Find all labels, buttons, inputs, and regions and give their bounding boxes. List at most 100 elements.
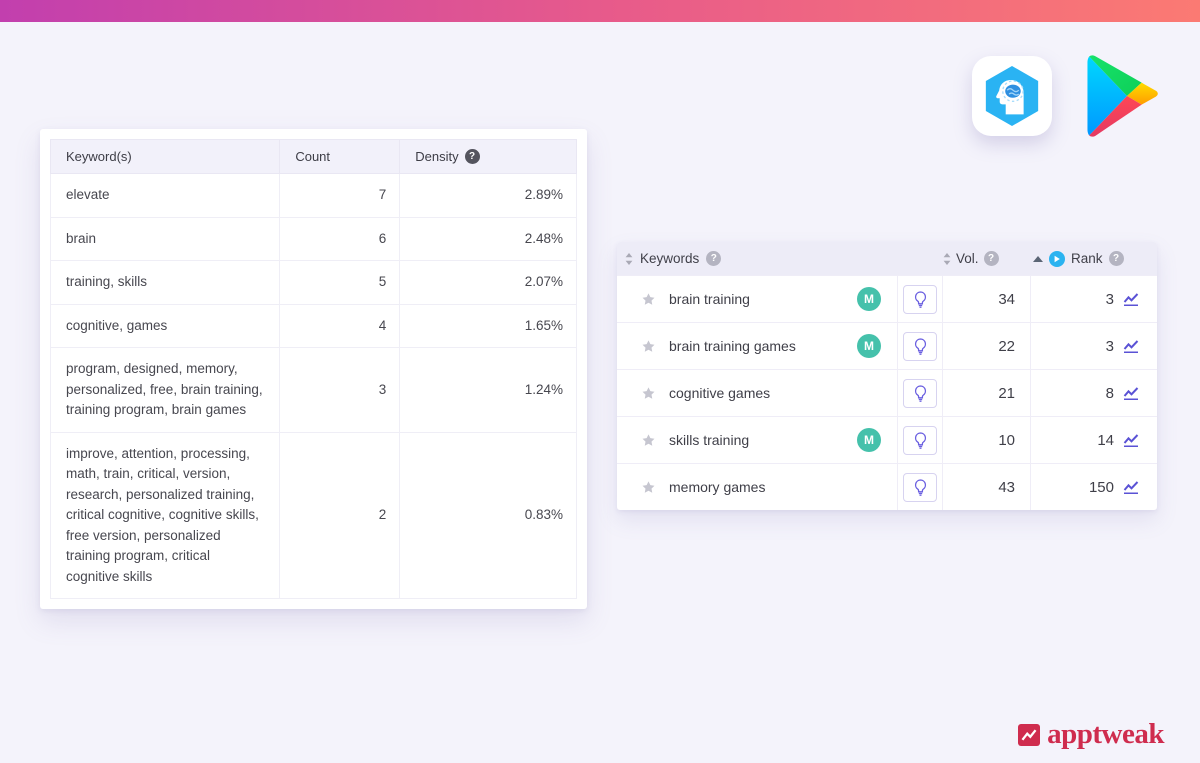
keyword-label: memory games: [669, 479, 766, 495]
volume-value: 10: [943, 417, 1031, 463]
rank-value: 3: [1105, 337, 1114, 355]
suggestion-button[interactable]: [903, 425, 937, 455]
lightbulb-icon: [914, 290, 926, 308]
suggestion-cell: [897, 464, 943, 510]
sort-arrows-icon[interactable]: [625, 252, 633, 265]
density-cell: 2.89%: [399, 173, 577, 218]
table-row: elevate 7 2.89%: [49, 173, 577, 218]
rank-value: 3: [1105, 290, 1114, 308]
rank-history-chart-icon[interactable]: [1123, 480, 1139, 494]
rank-value: 8: [1105, 384, 1114, 402]
table-row: brain training M 34 3: [617, 275, 1157, 322]
keyword-rank-card: Keywords ? Vol. ? Rank ? brain training …: [617, 242, 1157, 510]
column-header-rank[interactable]: Rank ?: [1031, 250, 1157, 267]
column-header-count: Count: [279, 139, 401, 174]
volume-value: 34: [943, 276, 1031, 322]
keyword-cell: cognitive, games: [49, 303, 281, 349]
star-icon[interactable]: [641, 339, 656, 354]
help-icon[interactable]: ?: [1108, 251, 1124, 266]
table-row: cognitive, games 4 1.65%: [49, 303, 577, 349]
table-row: improve, attention, processing, math, tr…: [49, 431, 577, 600]
column-header-volume[interactable]: Vol. ?: [943, 251, 1031, 266]
column-header-keywords: Keyword(s): [49, 139, 281, 174]
rank-value: 150: [1088, 478, 1114, 496]
count-cell: 3: [279, 347, 401, 433]
elevate-app-icon: [972, 56, 1052, 136]
keyword-cell: memory games: [617, 464, 897, 510]
table-row: memory games 43 150: [617, 463, 1157, 510]
suggestion-button[interactable]: [903, 331, 937, 361]
count-cell: 7: [279, 173, 401, 218]
apptweak-logo: apptweak: [1018, 720, 1164, 749]
suggestion-cell: [897, 370, 943, 416]
suggestion-button[interactable]: [903, 284, 937, 314]
help-icon[interactable]: ?: [706, 251, 722, 266]
density-cell: 1.24%: [399, 347, 577, 433]
rank-cell: 3: [1031, 323, 1157, 369]
sort-arrows-icon[interactable]: [943, 252, 951, 265]
table-row: skills training M 10 14: [617, 416, 1157, 463]
rank-cell: 8: [1031, 370, 1157, 416]
table-row: brain training games M 22 3: [617, 322, 1157, 369]
density-cell: 0.83%: [399, 431, 577, 600]
column-header-keywords[interactable]: Keywords ?: [617, 251, 897, 266]
rank-history-chart-icon[interactable]: [1123, 433, 1139, 447]
suggestion-cell: [897, 417, 943, 463]
table-row: brain 6 2.48%: [49, 216, 577, 262]
apptweak-chart-icon: [1018, 723, 1041, 746]
density-cell: 1.65%: [399, 303, 577, 349]
google-play-mini-icon: [1049, 250, 1065, 267]
volume-value: 22: [943, 323, 1031, 369]
volume-value: 43: [943, 464, 1031, 510]
volume-value: 21: [943, 370, 1031, 416]
keyword-label: skills training: [669, 432, 750, 448]
table-header-row: Keyword(s) Count Density ?: [49, 139, 577, 174]
count-cell: 5: [279, 260, 401, 305]
rank-cell: 14: [1031, 417, 1157, 463]
keyword-density-card: Keyword(s) Count Density ? elevate 7 2.8…: [40, 129, 587, 610]
keyword-cell: program, designed, memory, personalized,…: [49, 347, 281, 433]
rank-cell: 150: [1031, 464, 1157, 510]
lightbulb-icon: [914, 384, 926, 402]
m-badge: M: [857, 287, 881, 311]
star-icon[interactable]: [641, 480, 656, 495]
keyword-cell: training, skills: [49, 260, 281, 305]
count-cell: 4: [279, 303, 401, 349]
keyword-cell: improve, attention, processing, math, tr…: [49, 431, 281, 600]
density-cell: 2.07%: [399, 260, 577, 305]
suggestion-cell: [897, 323, 943, 369]
table-row: program, designed, memory, personalized,…: [49, 347, 577, 433]
column-header-density: Density ?: [399, 139, 577, 174]
table-row: cognitive games 21 8: [617, 369, 1157, 416]
star-icon[interactable]: [641, 386, 656, 401]
keyword-label: brain training: [669, 291, 750, 307]
google-play-icon: [1082, 53, 1160, 139]
density-cell: 2.48%: [399, 216, 577, 262]
count-cell: 2: [279, 431, 401, 600]
table-header-row: Keywords ? Vol. ? Rank ?: [617, 242, 1157, 275]
caret-up-icon[interactable]: [1033, 255, 1043, 262]
keyword-label: brain training games: [669, 338, 796, 354]
apptweak-wordmark: apptweak: [1047, 718, 1164, 750]
suggestion-button[interactable]: [903, 378, 937, 408]
m-badge: M: [857, 334, 881, 358]
keyword-label: cognitive games: [669, 385, 771, 401]
keyword-density-table: Keyword(s) Count Density ? elevate 7 2.8…: [49, 139, 577, 600]
rank-history-chart-icon[interactable]: [1123, 386, 1139, 400]
top-gradient-bar: [0, 0, 1200, 22]
keyword-cell: brain training games M: [617, 323, 897, 369]
rank-history-chart-icon[interactable]: [1123, 339, 1139, 353]
help-icon[interactable]: ?: [983, 251, 999, 266]
suggestion-button[interactable]: [903, 472, 937, 502]
rank-cell: 3: [1031, 276, 1157, 322]
rank-history-chart-icon[interactable]: [1123, 292, 1139, 306]
star-icon[interactable]: [641, 433, 656, 448]
count-cell: 6: [279, 216, 401, 262]
help-icon[interactable]: ?: [464, 149, 480, 164]
star-icon[interactable]: [641, 292, 656, 307]
lightbulb-icon: [914, 431, 926, 449]
keyword-cell: brain training M: [617, 276, 897, 322]
keyword-cell: skills training M: [617, 417, 897, 463]
keyword-cell: cognitive games: [617, 370, 897, 416]
keyword-cell: brain: [49, 216, 281, 262]
